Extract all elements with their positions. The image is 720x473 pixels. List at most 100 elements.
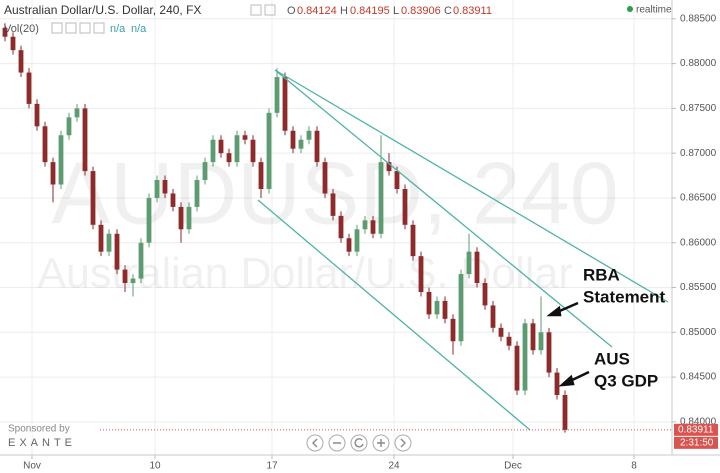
candle-body [394, 171, 400, 189]
y-tick-label: 0.86500 [680, 193, 717, 204]
candle-body [402, 188, 408, 225]
candle-body [514, 345, 520, 391]
ohlc-value: 0.84124 [297, 5, 337, 17]
chart-title: Australian Dollar/U.S. Dollar, 240, FX [4, 3, 201, 17]
candle-body [130, 278, 136, 284]
y-tick-label: 0.88500 [680, 13, 717, 24]
candle-body [194, 180, 200, 207]
last-price-tag [674, 423, 718, 436]
candle-body [546, 332, 552, 373]
volume-value: n/a [110, 23, 126, 35]
candle-body [250, 139, 256, 163]
icon[interactable] [79, 22, 91, 34]
y-tick-label: 0.85000 [680, 327, 717, 338]
candle-body [306, 130, 312, 140]
watermark: AUDUSD, 240 [51, 143, 618, 242]
candle-body [490, 305, 496, 328]
annotation: Statement [583, 287, 666, 306]
ohlc-value: 0.84195 [350, 5, 390, 17]
candle-body [138, 242, 144, 279]
candle-body [18, 50, 24, 73]
candle-body [66, 117, 72, 136]
icon[interactable] [250, 4, 262, 16]
x-tick-label: Nov [23, 461, 41, 472]
sponsor-name[interactable]: EXANTE [8, 437, 76, 449]
candle-body [354, 229, 360, 252]
candle-body [442, 300, 448, 319]
candle-body [114, 233, 120, 270]
x-tick-label: Dec [504, 461, 522, 472]
candle-body [234, 135, 240, 163]
candle-body [314, 130, 320, 163]
candle-body [298, 139, 304, 149]
candle-body [266, 112, 272, 189]
annotation: RBA [583, 265, 620, 284]
x-tick-label: 24 [388, 461, 400, 472]
candle-body [258, 162, 264, 189]
icon[interactable] [93, 22, 105, 34]
annotation: Q3 GDP [594, 371, 658, 390]
candle-body [218, 139, 224, 154]
candle-body [42, 126, 48, 163]
candle-body [338, 215, 344, 239]
ohlc-label: C [444, 5, 452, 17]
candle-body [450, 318, 456, 342]
candle-body [34, 103, 40, 127]
candle-body [554, 372, 560, 395]
y-tick-label: 0.85500 [680, 282, 717, 293]
candle-body [26, 72, 32, 104]
axis-layer: 0.84000 0.84500 0.85000 0.85500 0.86000 0.865… [23, 13, 718, 472]
candle-body [506, 336, 512, 346]
candle-body [290, 130, 296, 149]
candle-body [210, 139, 216, 163]
candle-body [162, 180, 168, 194]
candle-body [98, 224, 104, 252]
icon[interactable] [51, 22, 63, 34]
x-tick-label: 8 [631, 461, 637, 472]
y-tick-label: 0.87000 [680, 148, 717, 159]
volume-label: Vol(20) [4, 23, 39, 35]
ohlc-label: O [287, 5, 296, 17]
volume-value: n/a [131, 23, 147, 35]
nav-right[interactable] [394, 434, 412, 452]
candle-body [322, 162, 328, 194]
candle-body [226, 153, 232, 163]
sponsor-label: Sponsored by [8, 424, 70, 435]
candle-body [466, 251, 472, 275]
candle-body [202, 162, 208, 181]
ohlc-label: H [340, 5, 348, 17]
candle-body [186, 206, 192, 230]
grid-layer [0, 0, 672, 455]
candle-body [274, 77, 280, 113]
annotation-arrow [546, 301, 579, 317]
candle-body [482, 283, 488, 306]
countdown: 2:31:50 [680, 437, 714, 448]
status-dot [627, 6, 633, 12]
trend-line [257, 199, 531, 431]
candle-body [434, 300, 440, 315]
candle-body [538, 332, 544, 351]
ohlc-value: 0.83911 [453, 5, 492, 17]
candle-body [498, 327, 504, 337]
countdown-tag [674, 436, 718, 449]
candle-body [170, 193, 176, 207]
annotation-arrow [558, 370, 590, 387]
candle-body [458, 274, 464, 342]
candle-body [106, 233, 112, 252]
candle-body [370, 220, 376, 234]
candle-body [50, 162, 56, 185]
candle-body [90, 171, 96, 225]
icon[interactable] [65, 22, 77, 34]
candle-body [562, 394, 568, 430]
candle-body [282, 77, 288, 131]
candle-body [418, 256, 424, 292]
reset[interactable] [350, 434, 368, 452]
ohlc-value: 0.83906 [401, 5, 441, 17]
candle-body [386, 162, 392, 172]
candle-body [58, 135, 64, 185]
y-tick-label: 0.84500 [680, 372, 717, 383]
candle-body [154, 180, 160, 198]
icon[interactable] [264, 4, 276, 16]
nav-left[interactable] [306, 434, 324, 452]
